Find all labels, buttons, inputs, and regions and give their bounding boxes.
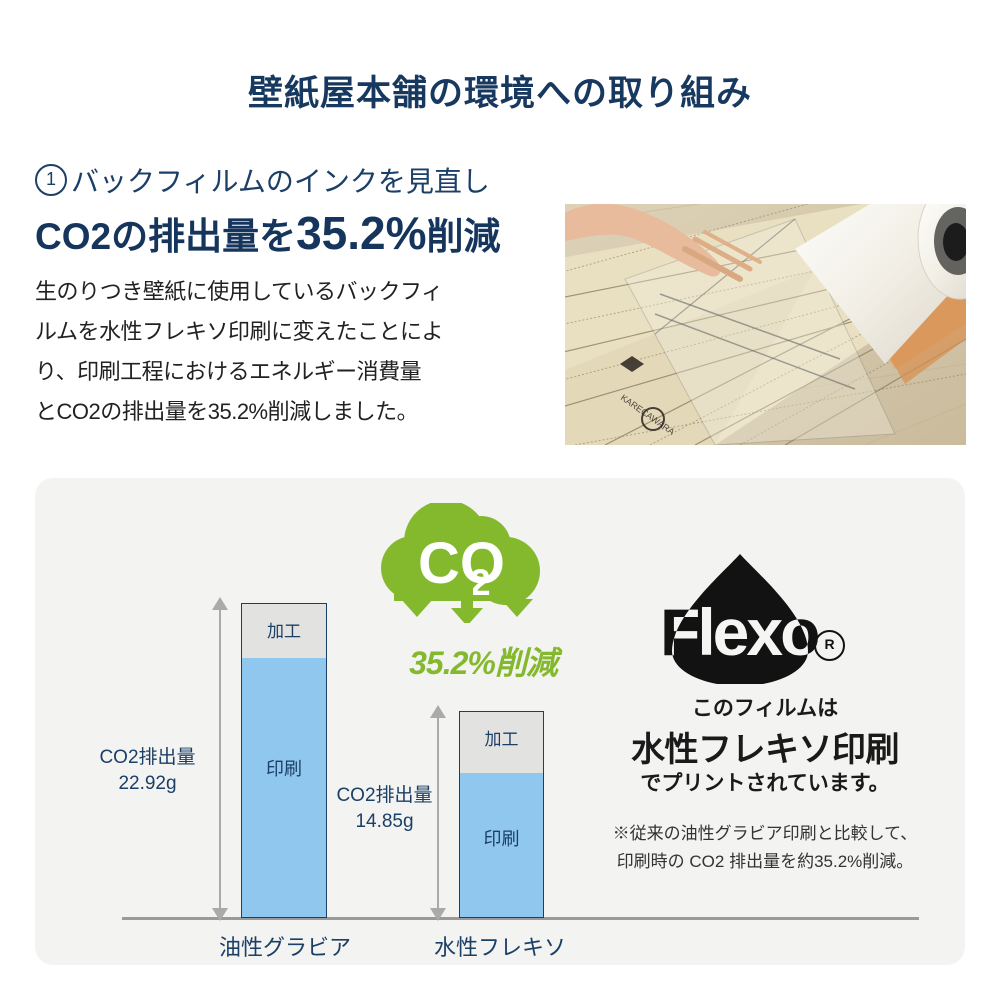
svg-text:CO: CO bbox=[418, 531, 505, 596]
